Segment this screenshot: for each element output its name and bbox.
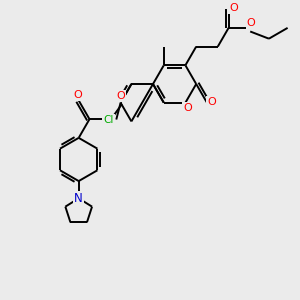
Text: O: O xyxy=(229,3,238,13)
Text: O: O xyxy=(116,91,125,101)
Text: O: O xyxy=(246,18,255,28)
Text: O: O xyxy=(183,103,192,113)
Text: Cl: Cl xyxy=(103,115,114,124)
Text: N: N xyxy=(74,192,83,205)
Text: O: O xyxy=(207,97,216,107)
Text: O: O xyxy=(73,90,82,100)
